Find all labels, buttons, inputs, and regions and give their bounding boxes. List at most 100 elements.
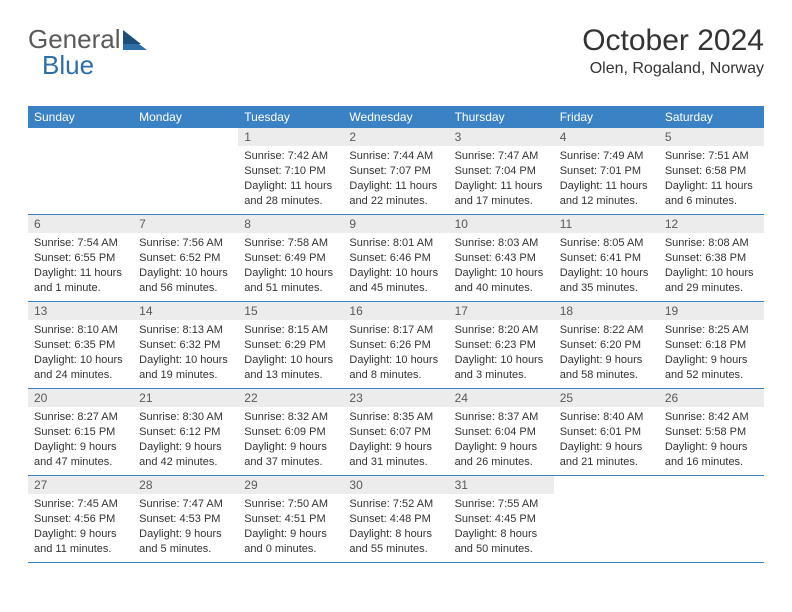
sunset-text: Sunset: 6:52 PM	[139, 251, 232, 266]
day-header-thu: Thursday	[449, 106, 554, 128]
day-number: 7	[133, 215, 238, 233]
daylight-text: Daylight: 11 hours and 6 minutes.	[665, 179, 758, 209]
sunset-text: Sunset: 7:01 PM	[560, 164, 653, 179]
day-cell	[28, 128, 133, 214]
day-cell: 8Sunrise: 7:58 AMSunset: 6:49 PMDaylight…	[238, 215, 343, 301]
sunset-text: Sunset: 6:12 PM	[139, 425, 232, 440]
daylight-text: Daylight: 10 hours and 3 minutes.	[455, 353, 548, 383]
day-cell: 4Sunrise: 7:49 AMSunset: 7:01 PMDaylight…	[554, 128, 659, 214]
sunrise-text: Sunrise: 8:27 AM	[34, 410, 127, 425]
daylight-text: Daylight: 9 hours and 42 minutes.	[139, 440, 232, 470]
day-number: 17	[449, 302, 554, 320]
sunset-text: Sunset: 4:53 PM	[139, 512, 232, 527]
sunset-text: Sunset: 4:45 PM	[455, 512, 548, 527]
day-number: 16	[343, 302, 448, 320]
day-body	[133, 146, 238, 154]
daylight-text: Daylight: 10 hours and 35 minutes.	[560, 266, 653, 296]
day-header-mon: Monday	[133, 106, 238, 128]
sunset-text: Sunset: 4:51 PM	[244, 512, 337, 527]
day-body: Sunrise: 8:01 AMSunset: 6:46 PMDaylight:…	[343, 233, 448, 300]
daylight-text: Daylight: 9 hours and 52 minutes.	[665, 353, 758, 383]
day-number: 11	[554, 215, 659, 233]
daylight-text: Daylight: 10 hours and 13 minutes.	[244, 353, 337, 383]
day-number: 3	[449, 128, 554, 146]
calendar-week: 13Sunrise: 8:10 AMSunset: 6:35 PMDayligh…	[28, 302, 764, 389]
day-number: 27	[28, 476, 133, 494]
day-body: Sunrise: 7:54 AMSunset: 6:55 PMDaylight:…	[28, 233, 133, 300]
daylight-text: Daylight: 10 hours and 19 minutes.	[139, 353, 232, 383]
day-header-fri: Friday	[554, 106, 659, 128]
day-body: Sunrise: 7:47 AMSunset: 7:04 PMDaylight:…	[449, 146, 554, 213]
day-body: Sunrise: 8:22 AMSunset: 6:20 PMDaylight:…	[554, 320, 659, 387]
day-body	[659, 494, 764, 502]
sunset-text: Sunset: 6:26 PM	[349, 338, 442, 353]
sunrise-text: Sunrise: 8:08 AM	[665, 236, 758, 251]
day-body	[554, 494, 659, 502]
day-body: Sunrise: 7:56 AMSunset: 6:52 PMDaylight:…	[133, 233, 238, 300]
day-cell	[133, 128, 238, 214]
day-number: 5	[659, 128, 764, 146]
daylight-text: Daylight: 10 hours and 45 minutes.	[349, 266, 442, 296]
day-header-sat: Saturday	[659, 106, 764, 128]
sunrise-text: Sunrise: 8:10 AM	[34, 323, 127, 338]
daylight-text: Daylight: 9 hours and 58 minutes.	[560, 353, 653, 383]
day-body: Sunrise: 7:42 AMSunset: 7:10 PMDaylight:…	[238, 146, 343, 213]
sunset-text: Sunset: 5:58 PM	[665, 425, 758, 440]
day-cell: 22 Sunrise: 8:32 AMSunset: 6:09 PMDayligh…	[238, 389, 343, 475]
day-cell: 13Sunrise: 8:10 AMSunset: 6:35 PMDayligh…	[28, 302, 133, 388]
header-right: October 2024 Olen, Rogaland, Norway	[582, 24, 764, 78]
day-cell: 5Sunrise: 7:51 AMSunset: 6:58 PMDaylight…	[659, 128, 764, 214]
sunset-text: Sunset: 6:01 PM	[560, 425, 653, 440]
sunrise-text: Sunrise: 8:22 AM	[560, 323, 653, 338]
sunrise-text: Sunrise: 7:44 AM	[349, 149, 442, 164]
day-cell: 12Sunrise: 8:08 AMSunset: 6:38 PMDayligh…	[659, 215, 764, 301]
daylight-text: Daylight: 9 hours and 11 minutes.	[34, 527, 127, 557]
day-cell: 19Sunrise: 8:25 AMSunset: 6:18 PMDayligh…	[659, 302, 764, 388]
day-cell: 27Sunrise: 7:45 AMSunset: 4:56 PMDayligh…	[28, 476, 133, 562]
day-cell: 14Sunrise: 8:13 AMSunset: 6:32 PMDayligh…	[133, 302, 238, 388]
sunrise-text: Sunrise: 7:42 AM	[244, 149, 337, 164]
day-number: 18	[554, 302, 659, 320]
day-cell	[554, 476, 659, 562]
sunrise-text: Sunrise: 8:42 AM	[665, 410, 758, 425]
day-body: Sunrise: 7:49 AMSunset: 7:01 PMDaylight:…	[554, 146, 659, 213]
day-number: 23	[343, 389, 448, 407]
day-cell: 29Sunrise: 7:50 AMSunset: 4:51 PMDayligh…	[238, 476, 343, 562]
daylight-text: Daylight: 11 hours and 22 minutes.	[349, 179, 442, 209]
sunrise-text: Sunrise: 8:35 AM	[349, 410, 442, 425]
sunrise-text: Sunrise: 7:52 AM	[349, 497, 442, 512]
daylight-text: Daylight: 9 hours and 37 minutes.	[244, 440, 337, 470]
sunrise-text: Sunrise: 7:54 AM	[34, 236, 127, 251]
day-number	[133, 128, 238, 146]
sunrise-text: Sunrise: 8:13 AM	[139, 323, 232, 338]
daylight-text: Daylight: 10 hours and 51 minutes.	[244, 266, 337, 296]
day-body: Sunrise: 8:13 AMSunset: 6:32 PMDaylight:…	[133, 320, 238, 387]
day-number: 20	[28, 389, 133, 407]
sunset-text: Sunset: 6:49 PM	[244, 251, 337, 266]
day-body: Sunrise: 8:08 AMSunset: 6:38 PMDaylight:…	[659, 233, 764, 300]
day-cell: 7Sunrise: 7:56 AMSunset: 6:52 PMDaylight…	[133, 215, 238, 301]
day-body: Sunrise: 8:42 AMSunset: 5:58 PMDaylight:…	[659, 407, 764, 474]
day-number: 14	[133, 302, 238, 320]
sunrise-text: Sunrise: 7:55 AM	[455, 497, 548, 512]
sunset-text: Sunset: 6:15 PM	[34, 425, 127, 440]
day-number: 31	[449, 476, 554, 494]
day-header-tue: Tuesday	[238, 106, 343, 128]
day-body: Sunrise: 8:27 AMSunset: 6:15 PMDaylight:…	[28, 407, 133, 474]
day-body: Sunrise: 8:37 AMSunset: 6:04 PMDaylight:…	[449, 407, 554, 474]
sunrise-text: Sunrise: 8:03 AM	[455, 236, 548, 251]
sunset-text: Sunset: 6:04 PM	[455, 425, 548, 440]
sunrise-text: Sunrise: 8:32 AM	[244, 410, 337, 425]
sunrise-text: Sunrise: 8:25 AM	[665, 323, 758, 338]
day-number: 15	[238, 302, 343, 320]
day-cell: 9Sunrise: 8:01 AMSunset: 6:46 PMDaylight…	[343, 215, 448, 301]
sunrise-text: Sunrise: 7:49 AM	[560, 149, 653, 164]
sunrise-text: Sunrise: 8:40 AM	[560, 410, 653, 425]
sunrise-text: Sunrise: 7:45 AM	[34, 497, 127, 512]
daylight-text: Daylight: 10 hours and 29 minutes.	[665, 266, 758, 296]
day-number: 22	[238, 389, 343, 407]
calendar-week: 27Sunrise: 7:45 AMSunset: 4:56 PMDayligh…	[28, 476, 764, 563]
calendar-week: 1Sunrise: 7:42 AMSunset: 7:10 PMDaylight…	[28, 128, 764, 215]
sunset-text: Sunset: 6:09 PM	[244, 425, 337, 440]
day-number: 8	[238, 215, 343, 233]
